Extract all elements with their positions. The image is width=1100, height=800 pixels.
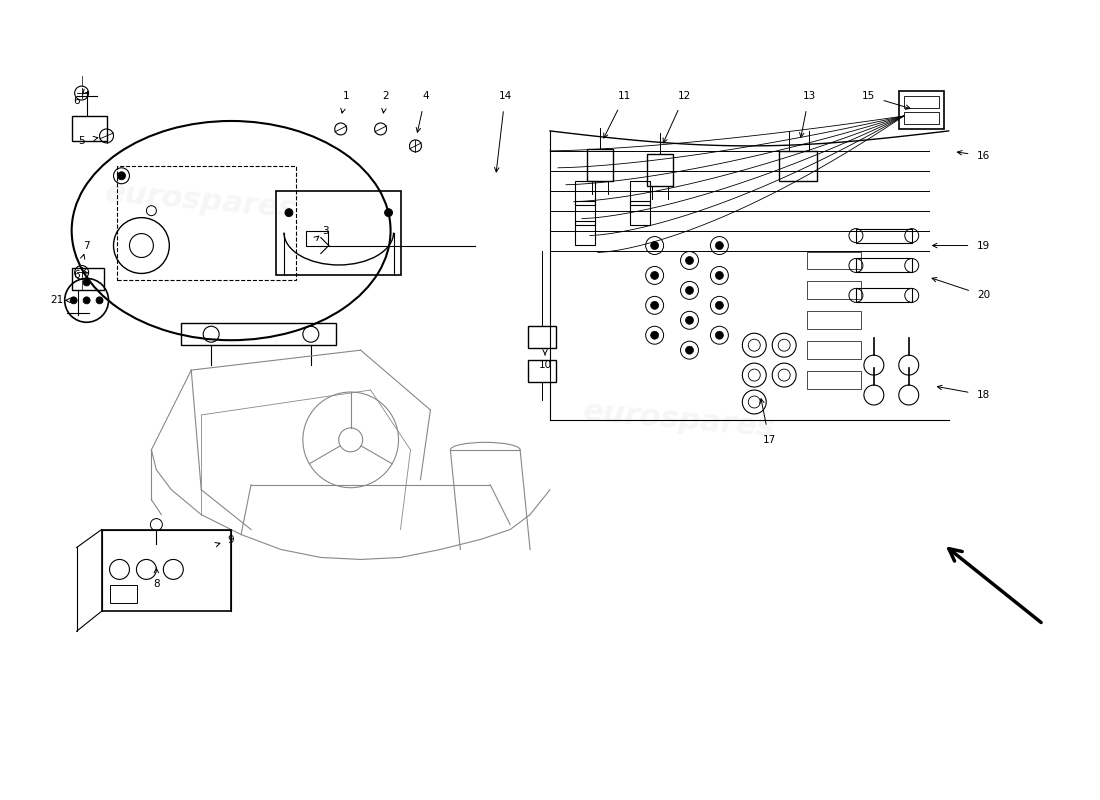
Circle shape (285, 209, 293, 217)
Bar (306, 230, 328, 246)
Bar (528, 326, 556, 348)
Bar (182, 323, 336, 345)
Text: 2: 2 (383, 91, 389, 101)
Circle shape (84, 279, 90, 286)
Bar (575, 201, 595, 225)
Circle shape (70, 297, 77, 304)
Text: 10: 10 (539, 360, 551, 370)
Text: eurospares: eurospares (582, 397, 777, 442)
Text: 4: 4 (422, 91, 429, 101)
Text: 11: 11 (618, 91, 631, 101)
Text: 12: 12 (678, 91, 691, 101)
Circle shape (715, 302, 724, 310)
Circle shape (685, 316, 693, 324)
Bar (807, 342, 861, 359)
Text: eurospares: eurospares (103, 178, 298, 223)
Bar (72, 269, 103, 290)
Bar (856, 229, 912, 242)
Bar (101, 530, 231, 611)
Text: 6: 6 (74, 96, 80, 106)
Bar (904, 96, 938, 108)
Text: 9: 9 (228, 534, 234, 545)
Text: 7: 7 (84, 241, 90, 250)
Circle shape (650, 331, 659, 339)
Text: 13: 13 (803, 91, 816, 101)
Text: 14: 14 (498, 91, 512, 101)
Bar (110, 586, 138, 603)
Circle shape (118, 172, 125, 180)
Text: 20: 20 (977, 290, 990, 300)
Bar (575, 221, 595, 245)
Text: 1: 1 (342, 91, 349, 101)
Bar (575, 181, 595, 205)
Text: 17: 17 (762, 435, 776, 445)
Bar (587, 149, 613, 181)
Bar (856, 288, 912, 302)
Text: 5: 5 (78, 136, 85, 146)
Bar (528, 360, 556, 382)
Text: 15: 15 (862, 91, 876, 101)
Bar (807, 282, 861, 299)
Text: 18: 18 (977, 390, 990, 400)
Bar (779, 151, 817, 181)
Circle shape (385, 209, 393, 217)
Bar (117, 166, 296, 281)
Circle shape (650, 242, 659, 250)
Bar (899, 91, 944, 129)
Bar (629, 201, 650, 225)
Bar (72, 116, 107, 141)
Text: 19: 19 (977, 241, 990, 250)
Text: 3: 3 (322, 226, 329, 235)
Circle shape (96, 297, 103, 304)
Circle shape (715, 331, 724, 339)
Text: 6: 6 (74, 270, 80, 281)
Text: 21: 21 (51, 295, 64, 306)
Circle shape (685, 346, 693, 354)
Bar (904, 112, 938, 124)
Circle shape (650, 302, 659, 310)
Bar (647, 154, 672, 186)
Circle shape (650, 271, 659, 279)
Text: 16: 16 (977, 151, 990, 161)
Circle shape (84, 297, 90, 304)
Bar (856, 258, 912, 273)
Circle shape (685, 286, 693, 294)
Circle shape (715, 271, 724, 279)
Bar (807, 311, 861, 330)
Circle shape (715, 242, 724, 250)
Circle shape (685, 257, 693, 265)
Bar (629, 181, 650, 205)
Bar (807, 251, 861, 270)
Bar (807, 371, 861, 389)
Bar (276, 190, 400, 275)
Text: 8: 8 (153, 579, 159, 590)
